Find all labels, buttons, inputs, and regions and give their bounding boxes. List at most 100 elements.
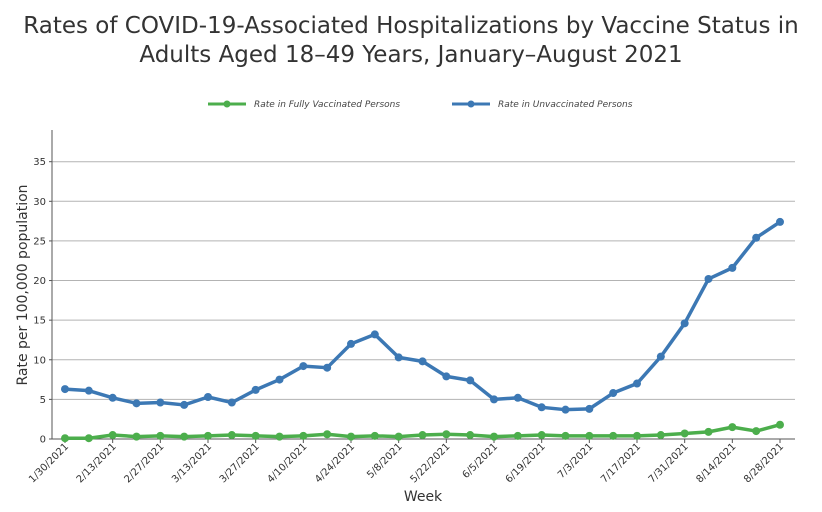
data-point-series-1[interactable]: [561, 405, 570, 414]
data-point-series-0[interactable]: [204, 431, 212, 440]
data-point-series-0[interactable]: [728, 423, 737, 432]
data-point-series-1[interactable]: [752, 233, 761, 242]
data-point-series-0[interactable]: [84, 434, 93, 443]
data-point-series-1[interactable]: [156, 398, 165, 407]
x-tick-label: 1/30/2021: [27, 441, 71, 485]
data-point-series-1[interactable]: [513, 393, 522, 402]
data-point-series-1[interactable]: [61, 385, 69, 394]
y-axis-title: Rate per 100,000 population: [15, 184, 31, 385]
legend-item-fully-vaccinated[interactable]: Rate in Fully Vaccinated Persons: [208, 100, 400, 110]
x-tick-label: 6/19/2021: [504, 441, 548, 485]
data-point-series-1[interactable]: [370, 330, 379, 339]
x-tick-label: 6/5/2021: [461, 441, 501, 481]
data-point-series-0[interactable]: [776, 420, 784, 429]
data-point-series-1[interactable]: [275, 375, 284, 384]
data-point-series-1[interactable]: [323, 363, 332, 372]
data-point-series-1[interactable]: [418, 357, 427, 366]
data-point-series-1[interactable]: [633, 379, 641, 388]
x-tick-label: 7/17/2021: [599, 441, 643, 485]
series-line-1: [63, 220, 782, 412]
data-point-series-0[interactable]: [61, 434, 69, 443]
data-point-series-0[interactable]: [347, 432, 355, 441]
x-tick-label: 4/10/2021: [265, 441, 309, 485]
data-point-series-0[interactable]: [394, 432, 403, 441]
data-point-series-0[interactable]: [275, 432, 284, 441]
data-point-series-0[interactable]: [490, 432, 498, 441]
legend-item-unvaccinated[interactable]: Rate in Unvaccinated Persons: [452, 100, 633, 110]
y-tick-label: 5: [40, 395, 46, 406]
data-point-series-1[interactable]: [84, 386, 93, 395]
data-point-series-0[interactable]: [752, 427, 761, 436]
x-axis-title: Week: [404, 489, 443, 505]
x-tick-label: 2/27/2021: [122, 441, 166, 485]
legend-marker-fully-vaccinated: [223, 100, 231, 108]
x-tick-label: 3/13/2021: [170, 441, 214, 485]
data-point-series-0[interactable]: [323, 430, 332, 439]
data-point-series-0[interactable]: [656, 431, 665, 440]
data-point-series-1[interactable]: [704, 274, 713, 283]
legend-label-fully-vaccinated: Rate in Fully Vaccinated Persons: [254, 100, 400, 110]
x-tick-label: 5/22/2021: [408, 441, 452, 485]
data-point-series-0[interactable]: [513, 431, 522, 440]
x-tick-label: 4/24/2021: [313, 441, 357, 485]
chart-title-line-2: Adults Aged 18–49 Years, January–August …: [139, 42, 683, 68]
data-point-series-1[interactable]: [490, 395, 498, 404]
x-tick-label: 2/13/2021: [75, 441, 119, 485]
data-point-series-0[interactable]: [561, 431, 570, 440]
y-tick-label: 30: [33, 197, 46, 208]
legend-marker-unvaccinated: [467, 100, 475, 108]
data-point-series-0[interactable]: [108, 431, 117, 440]
data-point-series-0[interactable]: [227, 431, 236, 440]
data-point-series-0[interactable]: [609, 431, 618, 440]
data-point-series-0[interactable]: [704, 427, 713, 436]
data-point-series-1[interactable]: [347, 339, 355, 348]
data-point-series-0[interactable]: [442, 430, 451, 439]
data-point-series-1[interactable]: [776, 217, 784, 226]
data-point-series-1[interactable]: [656, 352, 665, 361]
legend-label-unvaccinated: Rate in Unvaccinated Persons: [498, 100, 633, 110]
x-tick-label: 8/14/2021: [694, 441, 738, 485]
data-point-series-0[interactable]: [633, 431, 641, 440]
data-point-series-0[interactable]: [156, 431, 165, 440]
data-point-series-1[interactable]: [299, 362, 308, 371]
data-point-series-0[interactable]: [466, 431, 475, 440]
data-point-series-0[interactable]: [585, 431, 594, 440]
data-point-series-1[interactable]: [132, 399, 141, 408]
y-tick-label: 35: [33, 157, 46, 168]
data-point-series-1[interactable]: [466, 376, 475, 385]
series-layer: [61, 217, 784, 443]
chart-title: Rates of COVID-19-Associated Hospitaliza…: [0, 12, 822, 70]
data-point-series-0[interactable]: [418, 431, 427, 440]
data-point-series-0[interactable]: [132, 432, 141, 441]
data-point-series-0[interactable]: [680, 429, 689, 438]
data-point-series-1[interactable]: [585, 404, 594, 413]
legend: Rate in Fully Vaccinated Persons Rate in…: [208, 100, 633, 110]
y-tick-label: 10: [33, 355, 46, 366]
chart-title-line-1: Rates of COVID-19-Associated Hospitaliza…: [23, 13, 799, 39]
y-tick-label: 20: [33, 276, 46, 287]
data-point-series-1[interactable]: [251, 385, 260, 394]
data-point-series-1[interactable]: [180, 400, 189, 409]
data-point-series-0[interactable]: [251, 431, 260, 440]
data-point-series-1[interactable]: [394, 353, 403, 362]
data-point-series-0[interactable]: [537, 431, 546, 440]
y-tick-label: 0: [40, 435, 46, 446]
data-point-series-1[interactable]: [227, 398, 236, 407]
data-point-series-1[interactable]: [680, 319, 689, 328]
x-tick-label: 5/8/2021: [365, 441, 405, 481]
data-point-series-1[interactable]: [204, 393, 212, 402]
data-point-series-1[interactable]: [108, 393, 117, 402]
x-tick-label: 7/31/2021: [647, 441, 691, 485]
x-tick-label: 8/28/2021: [742, 441, 786, 485]
data-point-series-1[interactable]: [728, 263, 737, 272]
data-point-series-1[interactable]: [609, 389, 618, 398]
data-point-series-0[interactable]: [370, 431, 379, 440]
y-tick-label: 15: [33, 316, 46, 327]
gridlines: [52, 161, 795, 400]
data-point-series-0[interactable]: [299, 431, 308, 440]
data-point-series-0[interactable]: [180, 432, 189, 441]
data-point-series-1[interactable]: [537, 403, 546, 412]
y-tick-label: 25: [33, 236, 46, 247]
data-point-series-1[interactable]: [442, 372, 451, 381]
